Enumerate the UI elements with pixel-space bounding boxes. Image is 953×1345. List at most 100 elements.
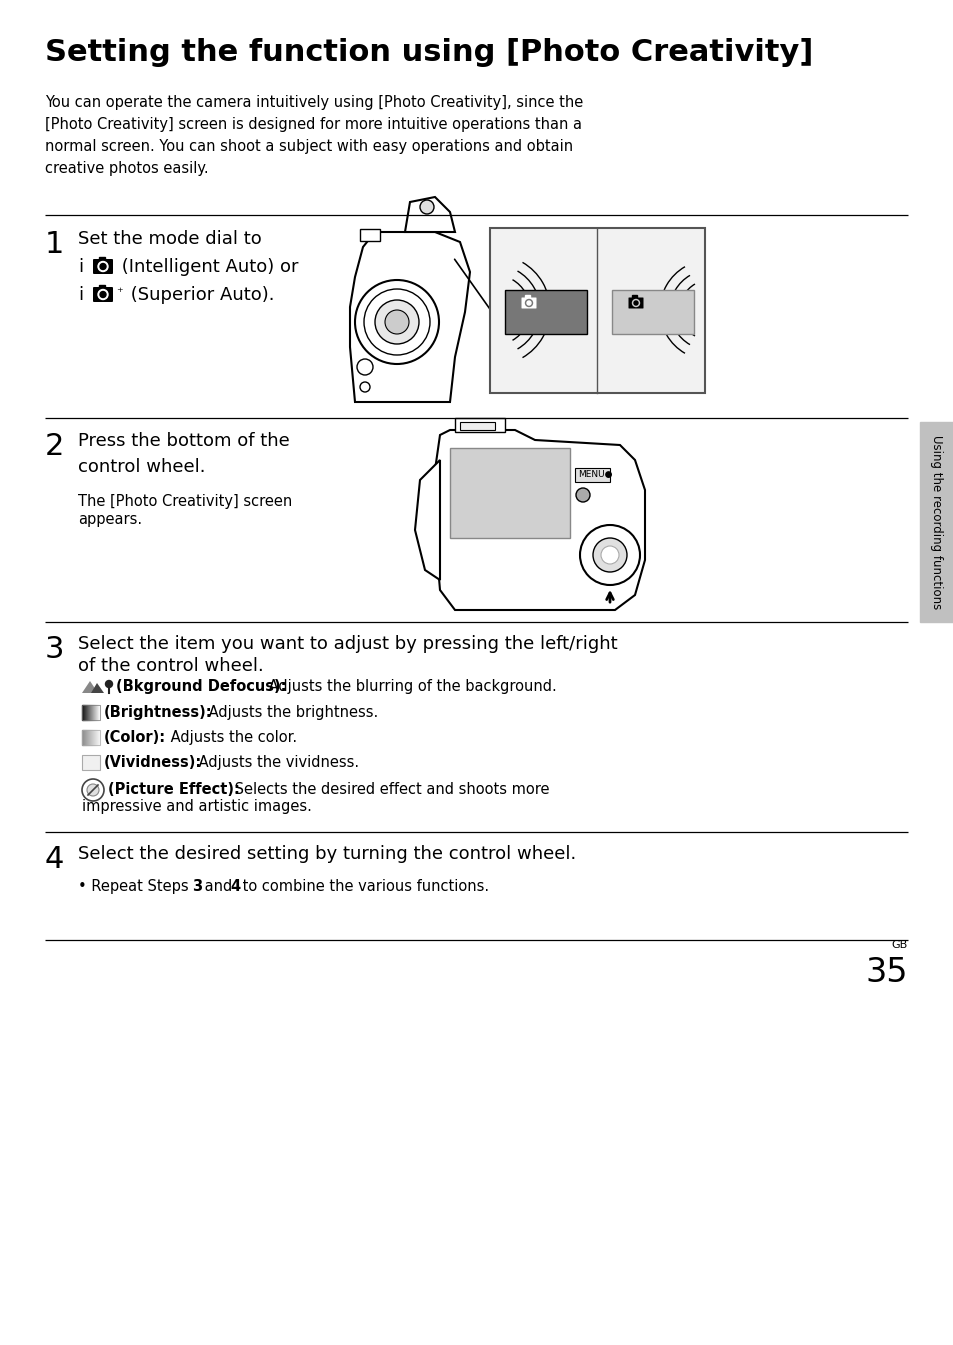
Text: •: • bbox=[617, 343, 624, 356]
Circle shape bbox=[632, 300, 639, 307]
Text: A: A bbox=[539, 296, 551, 311]
Circle shape bbox=[634, 301, 638, 305]
Bar bbox=[87, 730, 88, 745]
Bar bbox=[92, 705, 94, 720]
Bar bbox=[450, 448, 569, 538]
Text: i: i bbox=[510, 296, 515, 311]
Circle shape bbox=[526, 301, 531, 305]
Bar bbox=[82, 705, 83, 720]
Bar bbox=[82, 730, 100, 745]
Bar bbox=[82, 705, 100, 720]
Text: appears.: appears. bbox=[78, 512, 142, 527]
Text: Adjusts the brightness.: Adjusts the brightness. bbox=[204, 705, 377, 720]
Circle shape bbox=[98, 261, 108, 272]
Polygon shape bbox=[82, 681, 98, 693]
Bar bbox=[90, 730, 91, 745]
Bar bbox=[85, 730, 86, 745]
Text: MENU●: MENU● bbox=[578, 469, 612, 479]
Bar bbox=[91, 705, 92, 720]
Bar bbox=[91, 730, 92, 745]
Bar bbox=[94, 730, 95, 745]
Text: Selects the desired effect and shoots more: Selects the desired effect and shoots mo… bbox=[230, 781, 549, 798]
Bar bbox=[99, 705, 100, 720]
Bar bbox=[95, 730, 96, 745]
Text: (Superior Auto).: (Superior Auto). bbox=[125, 286, 274, 304]
Text: [Photo Creativity] screen is designed for more intuitive operations than a: [Photo Creativity] screen is designed fo… bbox=[45, 117, 581, 132]
Polygon shape bbox=[91, 683, 104, 693]
Text: (Picture Effect):: (Picture Effect): bbox=[108, 781, 239, 798]
Bar bbox=[524, 295, 530, 299]
Text: and: and bbox=[200, 880, 236, 894]
Bar bbox=[575, 468, 609, 482]
Bar bbox=[96, 730, 97, 745]
Bar bbox=[94, 705, 95, 720]
Bar bbox=[631, 295, 637, 299]
Text: (Vividness):: (Vividness): bbox=[104, 755, 202, 769]
Polygon shape bbox=[415, 460, 439, 580]
Bar bbox=[87, 705, 88, 720]
Circle shape bbox=[106, 681, 112, 687]
Bar bbox=[98, 730, 99, 745]
Text: i: i bbox=[617, 296, 621, 311]
Text: The [Photo Creativity] screen: The [Photo Creativity] screen bbox=[78, 494, 292, 508]
Bar bbox=[86, 730, 87, 745]
Bar bbox=[88, 705, 89, 720]
Bar bbox=[359, 229, 379, 241]
Text: Adjusts the blurring of the background.: Adjusts the blurring of the background. bbox=[264, 679, 557, 694]
Text: +: + bbox=[659, 292, 667, 303]
Text: 3: 3 bbox=[192, 880, 202, 894]
Bar bbox=[504, 291, 586, 334]
Bar bbox=[83, 730, 84, 745]
Text: control wheel.: control wheel. bbox=[78, 459, 205, 476]
Text: SCN: SCN bbox=[510, 343, 533, 352]
FancyBboxPatch shape bbox=[521, 297, 536, 308]
Text: (Intelligent Auto) or: (Intelligent Auto) or bbox=[116, 258, 298, 276]
Text: i: i bbox=[78, 286, 83, 304]
Circle shape bbox=[375, 300, 418, 344]
Bar bbox=[490, 229, 704, 393]
Text: Adjusts the vividness.: Adjusts the vividness. bbox=[193, 755, 358, 769]
Bar bbox=[95, 705, 96, 720]
Bar bbox=[86, 705, 87, 720]
Bar bbox=[919, 422, 953, 621]
Bar bbox=[97, 705, 98, 720]
Circle shape bbox=[82, 779, 104, 802]
Bar bbox=[89, 730, 90, 745]
Polygon shape bbox=[350, 231, 470, 402]
Text: (Brightness):: (Brightness): bbox=[104, 705, 213, 720]
Text: 2: 2 bbox=[45, 432, 64, 461]
Text: Using the recording functions: Using the recording functions bbox=[929, 434, 943, 609]
Text: Setting the function using [Photo Creativity]: Setting the function using [Photo Creati… bbox=[45, 38, 813, 67]
Circle shape bbox=[100, 264, 106, 269]
Bar bbox=[82, 755, 100, 769]
Circle shape bbox=[419, 200, 434, 214]
Bar bbox=[98, 705, 99, 720]
Text: i: i bbox=[78, 258, 83, 276]
Text: P: P bbox=[651, 243, 659, 256]
Bar bbox=[459, 422, 495, 430]
FancyBboxPatch shape bbox=[628, 297, 643, 308]
Text: Select the desired setting by turning the control wheel.: Select the desired setting by turning th… bbox=[78, 845, 576, 863]
Bar bbox=[612, 291, 693, 334]
Bar bbox=[82, 730, 83, 745]
Circle shape bbox=[87, 784, 99, 796]
Text: 4: 4 bbox=[230, 880, 240, 894]
Text: impressive and artistic images.: impressive and artistic images. bbox=[82, 799, 312, 814]
Bar bbox=[99, 257, 105, 261]
Text: creative photos easily.: creative photos easily. bbox=[45, 161, 209, 176]
FancyBboxPatch shape bbox=[92, 286, 112, 303]
Circle shape bbox=[525, 300, 532, 307]
Polygon shape bbox=[405, 196, 455, 231]
Text: Select the item you want to adjust by pressing the left/right: Select the item you want to adjust by pr… bbox=[78, 635, 617, 654]
Bar bbox=[85, 705, 86, 720]
FancyBboxPatch shape bbox=[92, 260, 112, 274]
Bar bbox=[97, 730, 98, 745]
Text: 35: 35 bbox=[864, 956, 907, 989]
Text: 1: 1 bbox=[45, 230, 64, 260]
Text: 4: 4 bbox=[45, 845, 64, 874]
Text: •: • bbox=[544, 243, 553, 257]
Text: Adjusts the color.: Adjusts the color. bbox=[166, 730, 296, 745]
Bar bbox=[96, 705, 97, 720]
Bar bbox=[92, 730, 94, 745]
Bar bbox=[88, 730, 89, 745]
